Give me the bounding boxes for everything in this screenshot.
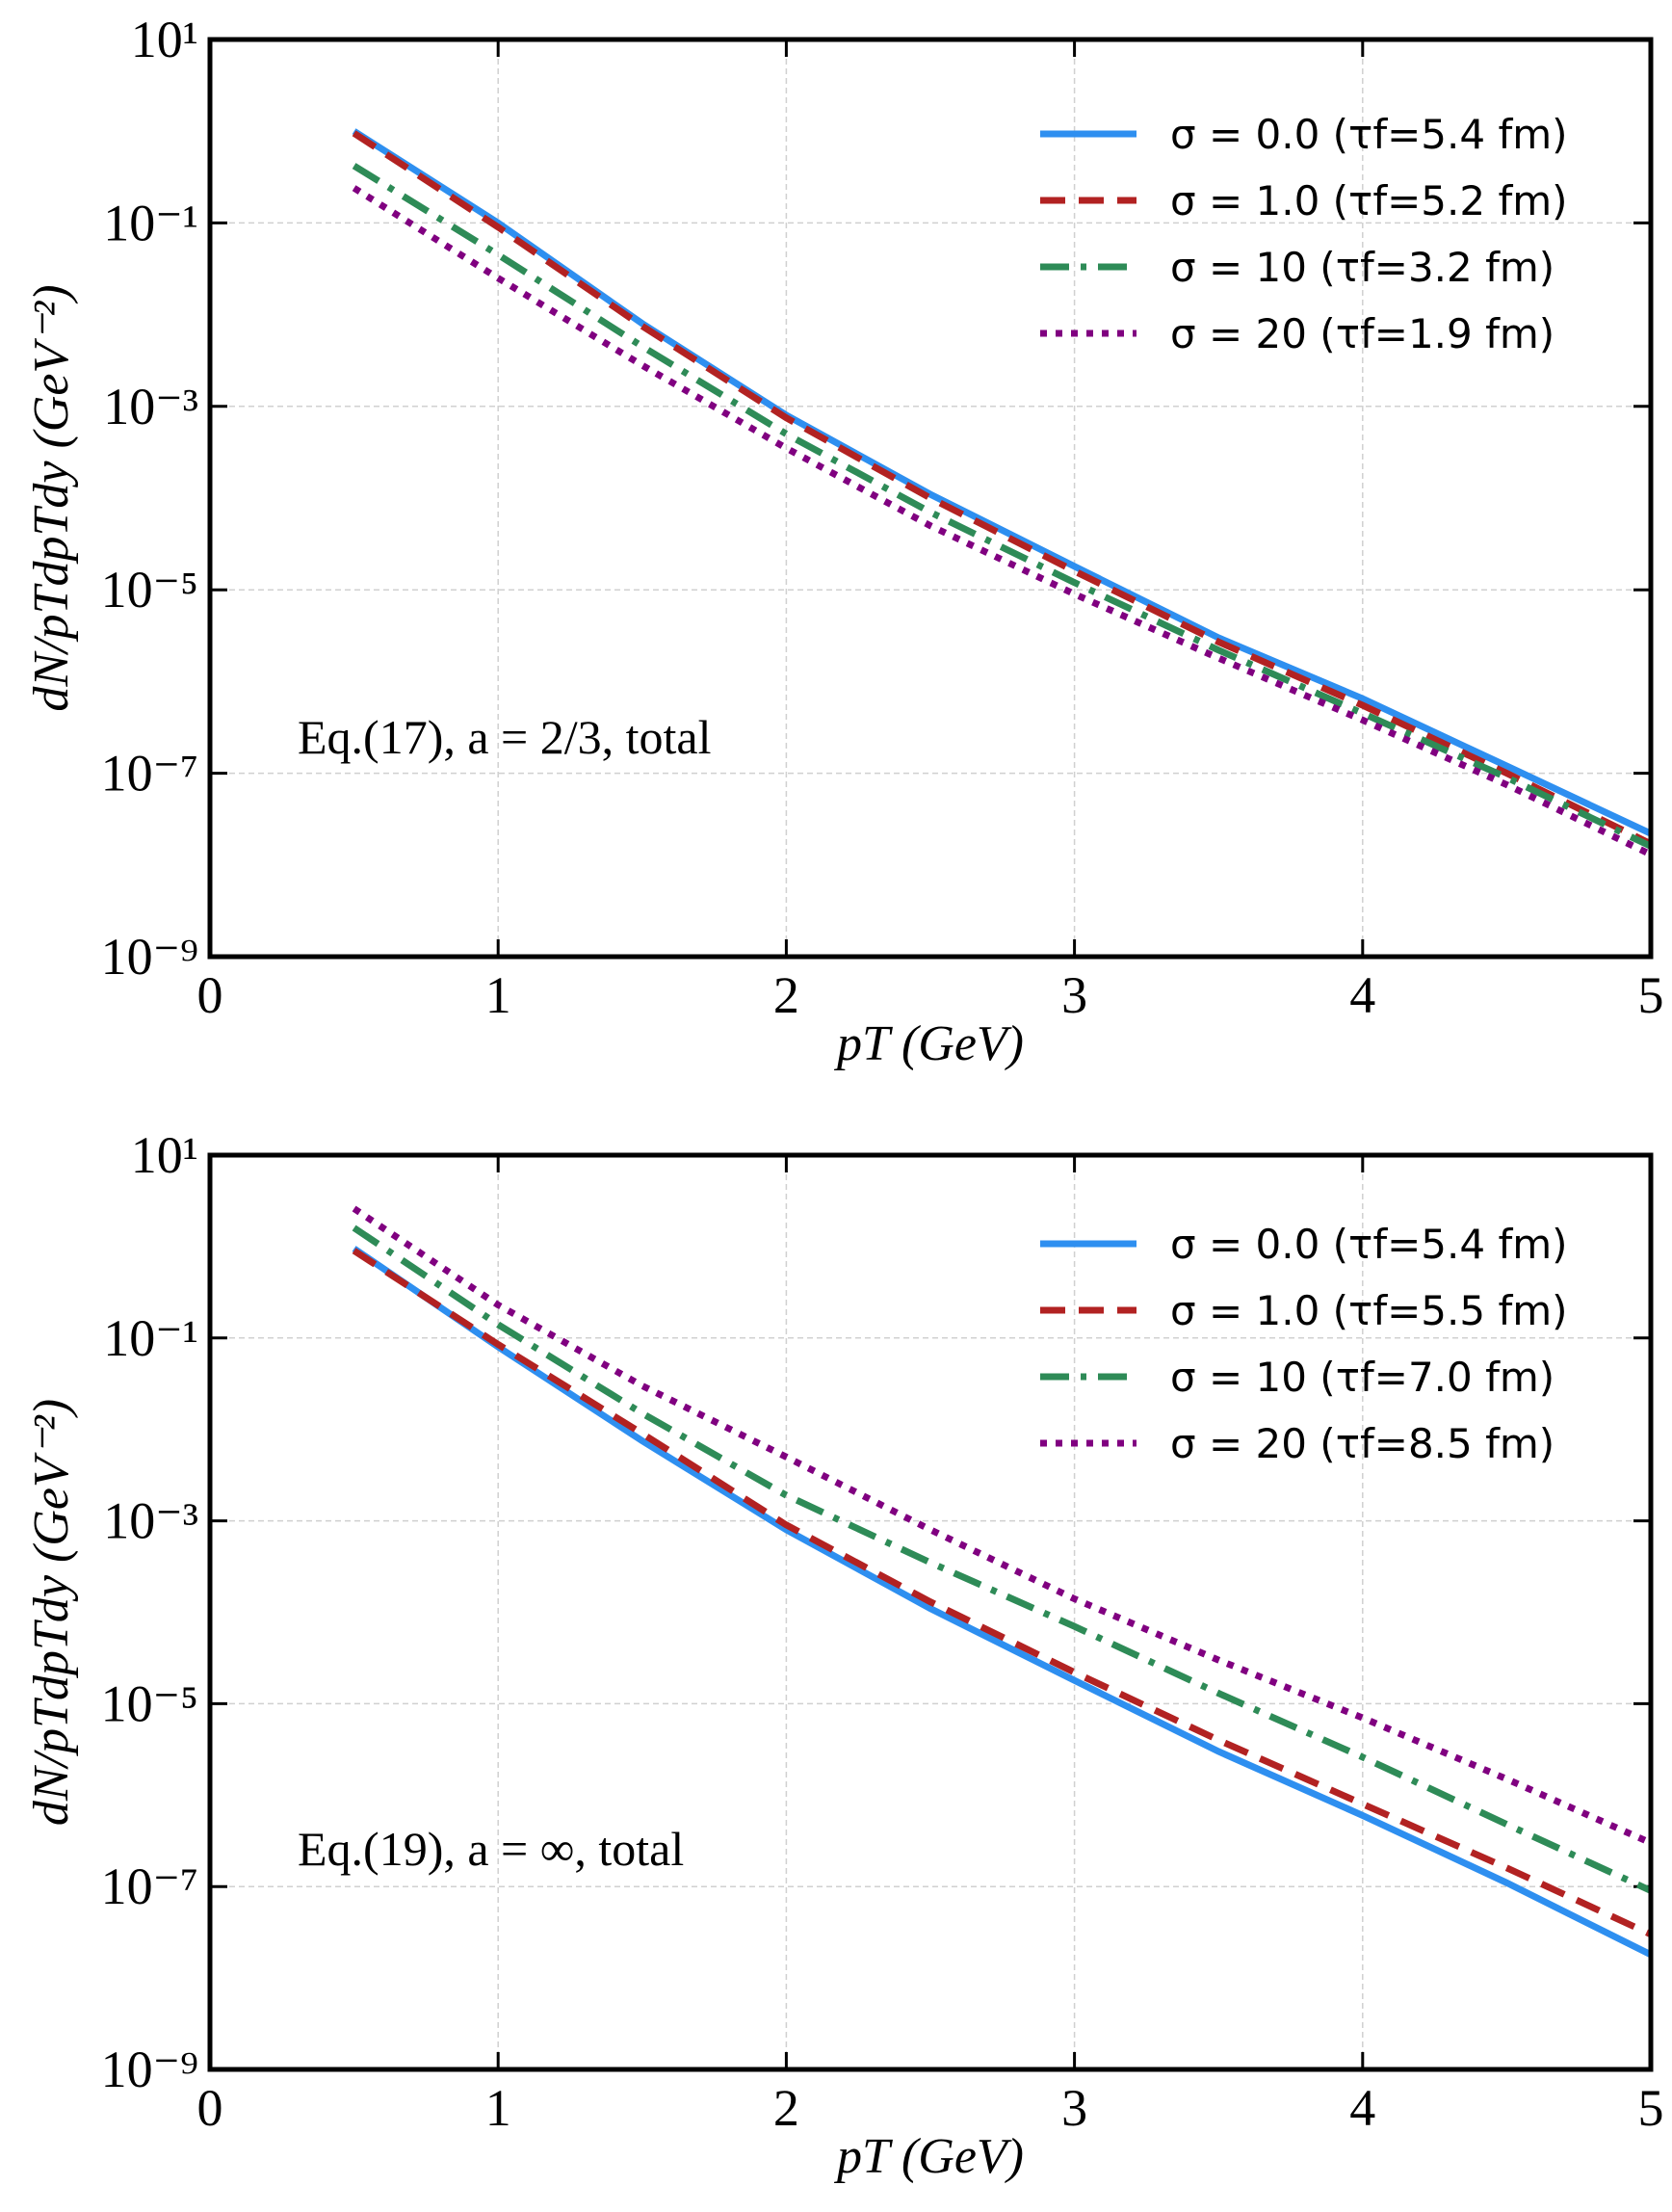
legend-label: σ = 20 (τf=8.5 fm) bbox=[1170, 1420, 1554, 1467]
series-line bbox=[352, 130, 1653, 848]
legend-label: σ = 10 (τf=3.2 fm) bbox=[1170, 244, 1554, 291]
y-tick-label: 10¹ bbox=[131, 1126, 198, 1184]
annotation: Eq.(19), a = ∞, total bbox=[298, 1822, 684, 1876]
x-tick-label: 2 bbox=[773, 2079, 799, 2137]
x-axis-label: pT (GeV) bbox=[833, 1016, 1024, 1071]
x-tick-label: 5 bbox=[1638, 2079, 1664, 2137]
plot-frame bbox=[207, 1152, 1654, 2072]
series-line bbox=[352, 1205, 1653, 1847]
y-tick-label: 10⁻⁷ bbox=[101, 1857, 198, 1915]
y-tick-label: 10⁻¹ bbox=[103, 1309, 198, 1367]
x-tick-label: 1 bbox=[485, 966, 511, 1024]
y-tick-label: 10⁻⁵ bbox=[101, 1674, 198, 1732]
y-tick-label: 10⁻¹ bbox=[103, 194, 198, 251]
y-axis-label: dN/pTdpTdy (GeV⁻²) bbox=[24, 284, 79, 711]
series-line bbox=[352, 163, 1653, 850]
x-tick-label: 1 bbox=[485, 2079, 511, 2137]
legend-label: σ = 0.0 (τf=5.4 fm) bbox=[1170, 111, 1568, 158]
y-tick-label: 10⁻⁹ bbox=[101, 928, 198, 986]
y-tick-label: 10⁻⁵ bbox=[101, 561, 198, 619]
y-tick-label: 10⁻⁹ bbox=[101, 2041, 198, 2098]
series-line bbox=[352, 185, 1653, 858]
legend-label: σ = 20 (τf=1.9 fm) bbox=[1170, 310, 1554, 357]
legend-label: σ = 1.0 (τf=5.2 fm) bbox=[1170, 177, 1568, 224]
x-tick-label: 2 bbox=[773, 966, 799, 1024]
legend-label: σ = 0.0 (τf=5.4 fm) bbox=[1170, 1221, 1568, 1268]
y-axis-label: dN/pTdpTdy (GeV⁻²) bbox=[24, 1399, 79, 1826]
series-line bbox=[352, 128, 1653, 837]
x-axis-label: pT (GeV) bbox=[833, 2129, 1024, 2184]
series-line bbox=[352, 1246, 1653, 1959]
y-tick-label: 10⁻³ bbox=[103, 1492, 198, 1550]
annotation: Eq.(17), a = 2/3, total bbox=[298, 710, 712, 764]
y-tick-label: 10⁻³ bbox=[103, 378, 198, 435]
x-tick-label: 0 bbox=[197, 2079, 223, 2137]
x-tick-label: 3 bbox=[1061, 2079, 1087, 2137]
plot-frame bbox=[207, 37, 1654, 960]
x-tick-label: 3 bbox=[1061, 966, 1087, 1024]
series-line bbox=[352, 1224, 1653, 1894]
series-line bbox=[352, 1248, 1653, 1937]
x-tick-label: 5 bbox=[1638, 966, 1664, 1024]
x-tick-label: 0 bbox=[197, 966, 223, 1024]
x-tick-label: 4 bbox=[1349, 2079, 1375, 2137]
x-tick-label: 4 bbox=[1349, 966, 1375, 1024]
y-tick-label: 10⁻⁷ bbox=[101, 745, 198, 803]
legend-label: σ = 10 (τf=7.0 fm) bbox=[1170, 1354, 1554, 1401]
y-tick-label: 10¹ bbox=[131, 11, 198, 68]
legend-label: σ = 1.0 (τf=5.5 fm) bbox=[1170, 1287, 1568, 1334]
